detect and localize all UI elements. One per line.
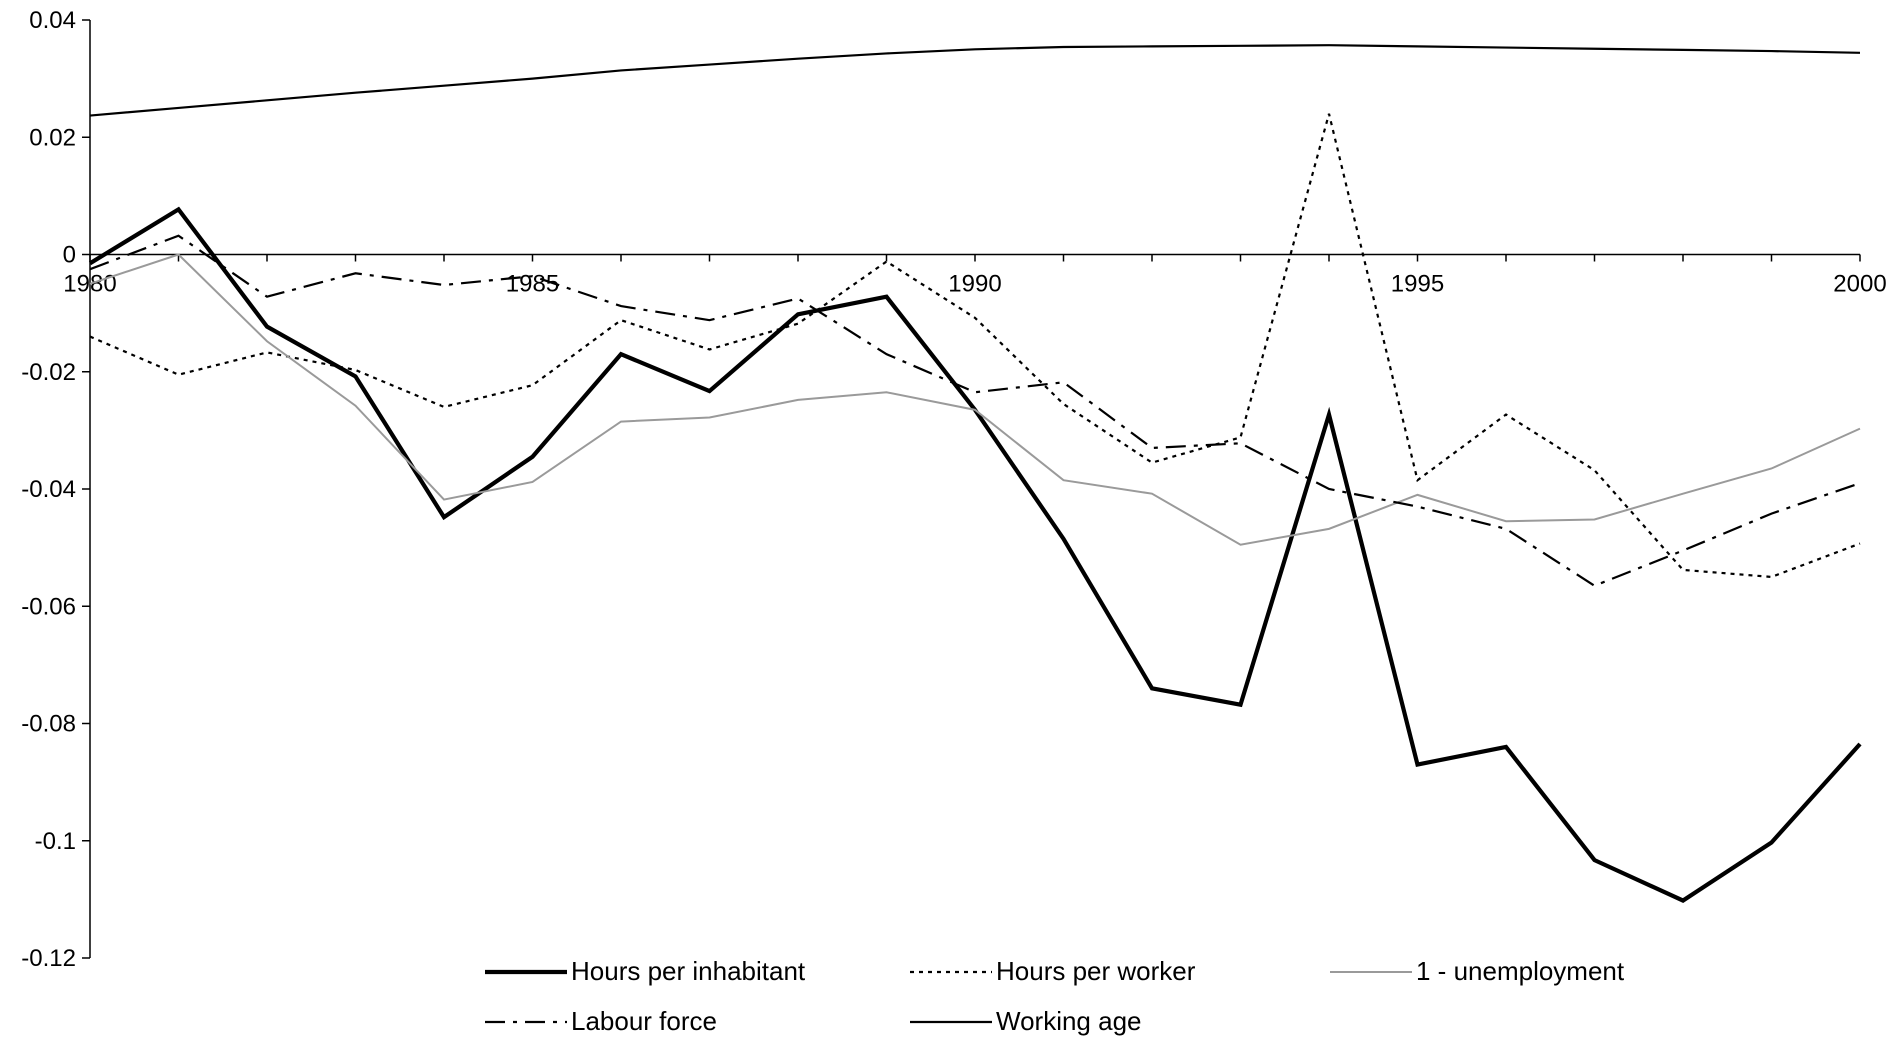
legend: Hours per inhabitant Hours per worker 1 - … bbox=[485, 956, 1625, 1036]
legend-label: 1 - unemployment bbox=[1416, 956, 1625, 986]
y-tick-label: 0.04 bbox=[29, 7, 76, 34]
series-lines bbox=[88, 44, 1862, 903]
x-tick-label: 1990 bbox=[948, 271, 1001, 298]
axes bbox=[89, 20, 1860, 958]
y-axis-ticks: 0.04 0.02 0 -0.02 -0.04 -0.06 -0.08 -0.1 -0.12 bbox=[21, 7, 90, 972]
legend-label: Hours per inhabitant bbox=[571, 956, 806, 986]
legend-label: Hours per worker bbox=[996, 956, 1196, 986]
y-tick-label: -0.12 bbox=[21, 945, 76, 972]
y-tick-label: 0.02 bbox=[29, 124, 76, 151]
series-line-working-age bbox=[89, 44, 1861, 117]
y-tick-label: -0.02 bbox=[21, 359, 76, 386]
x-tick-label: 1980 bbox=[63, 271, 116, 298]
series-line-hours-per-worker bbox=[89, 113, 1861, 579]
y-tick-label: -0.1 bbox=[35, 828, 76, 855]
x-tick-label: 1985 bbox=[506, 271, 559, 298]
x-tick-label: 1995 bbox=[1391, 271, 1444, 298]
y-tick-label: -0.08 bbox=[21, 711, 76, 738]
series-line-1-unemployment bbox=[89, 253, 1861, 546]
series-line-hours-per-inhabitant bbox=[88, 206, 1862, 903]
y-tick-label: -0.06 bbox=[21, 593, 76, 620]
legend-label: Working age bbox=[996, 1006, 1142, 1036]
legend-label: Labour force bbox=[571, 1006, 717, 1036]
series-line-labour-force bbox=[89, 234, 1861, 587]
x-axis-ticks: 1980 1985 1990 1995 2000 bbox=[63, 254, 1887, 298]
y-tick-label: -0.04 bbox=[21, 476, 76, 503]
x-tick-label: 2000 bbox=[1833, 271, 1886, 298]
y-tick-label: 0 bbox=[63, 242, 76, 269]
